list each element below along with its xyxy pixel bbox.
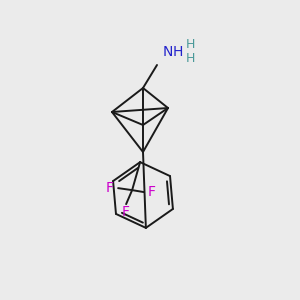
Text: H: H — [173, 45, 183, 59]
Text: F: F — [106, 181, 114, 195]
Text: N: N — [163, 45, 173, 59]
Text: F: F — [148, 185, 156, 199]
Text: H: H — [186, 38, 195, 50]
Text: H: H — [186, 52, 195, 64]
Text: F: F — [122, 205, 130, 219]
